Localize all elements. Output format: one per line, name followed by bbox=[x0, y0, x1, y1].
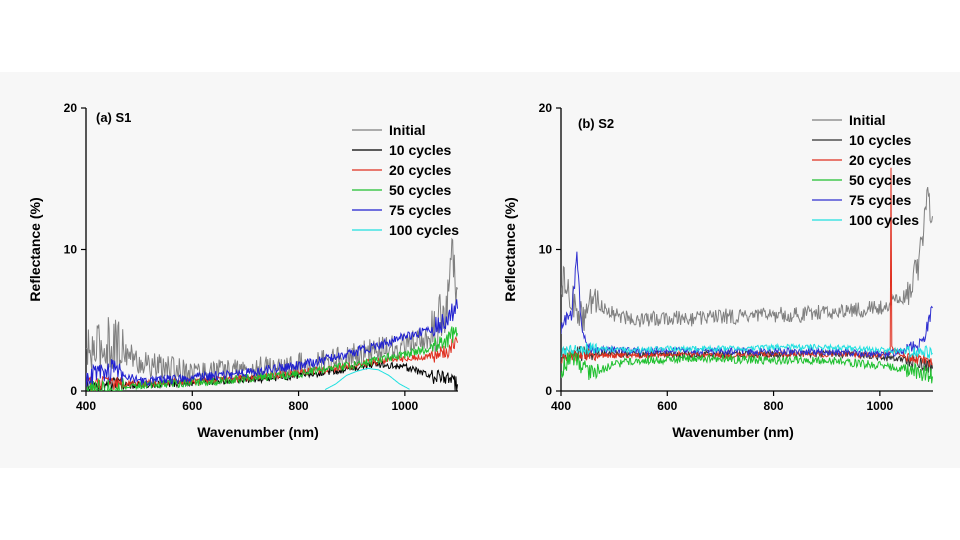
x-tick-label: 1000 bbox=[392, 399, 419, 413]
series-line-10-cycles bbox=[86, 360, 458, 391]
x-tick-label: 1000 bbox=[867, 399, 894, 413]
y-tick-label: 10 bbox=[539, 243, 553, 257]
x-tick-label: 400 bbox=[76, 399, 96, 413]
series-line-initial bbox=[561, 186, 933, 333]
series-line-100-cycles bbox=[324, 367, 410, 391]
legend-label: 50 cycles bbox=[389, 182, 451, 198]
figure-background bbox=[0, 72, 960, 468]
x-tick-label: 800 bbox=[289, 399, 309, 413]
legend: Initial 10 cycles 20 cycles 50 cycles 75 cyc… bbox=[352, 122, 459, 238]
legend: Initial 10 cycles 20 cycles 50 cycles 75 cyc… bbox=[812, 112, 919, 228]
legend-label: Initial bbox=[389, 122, 426, 138]
x-axis-label: Wavenumber (nm) bbox=[672, 424, 794, 440]
x-tick-label: 800 bbox=[764, 399, 784, 413]
x-tick-label: 400 bbox=[551, 399, 571, 413]
series-line-initial bbox=[86, 237, 458, 384]
chart-panel-a: 0 10 20 400 600 800 1000 Wavenumber (nm) Reflect… bbox=[27, 101, 459, 440]
series-line-75-cycles bbox=[86, 299, 458, 387]
legend-label: 50 cycles bbox=[849, 172, 911, 188]
y-axis-label: Reflectance (%) bbox=[27, 197, 43, 301]
series-line-50-cycles bbox=[86, 326, 458, 391]
legend-label: 10 cycles bbox=[389, 142, 451, 158]
legend-label: 75 cycles bbox=[389, 202, 451, 218]
x-tick-label: 600 bbox=[657, 399, 677, 413]
y-tick-label: 0 bbox=[545, 384, 552, 398]
legend-label: 20 cycles bbox=[389, 162, 451, 178]
y-axis-label: Reflectance (%) bbox=[502, 197, 518, 301]
panel-title: (b) S2 bbox=[578, 116, 614, 131]
legend-label: 100 cycles bbox=[849, 212, 919, 228]
y-tick-label: 20 bbox=[539, 101, 553, 115]
y-tick-label: 20 bbox=[64, 101, 78, 115]
series-line-75-cycles bbox=[561, 251, 933, 359]
legend-label: Initial bbox=[849, 112, 886, 128]
legend-label: 20 cycles bbox=[849, 152, 911, 168]
legend-label: 100 cycles bbox=[389, 222, 459, 238]
chart-panel-b: 0 10 20 400 600 800 1000 Wavenumber (nm) Reflect… bbox=[502, 101, 933, 440]
panel-title: (a) S1 bbox=[96, 110, 131, 125]
series-line-100-cycles bbox=[561, 342, 933, 360]
series-line-50-cycles bbox=[561, 349, 933, 384]
y-tick-label: 10 bbox=[64, 243, 78, 257]
x-tick-label: 600 bbox=[182, 399, 202, 413]
x-axis-label: Wavenumber (nm) bbox=[197, 424, 319, 440]
legend-label: 75 cycles bbox=[849, 192, 911, 208]
y-tick-label: 0 bbox=[70, 384, 77, 398]
legend-label: 10 cycles bbox=[849, 132, 911, 148]
